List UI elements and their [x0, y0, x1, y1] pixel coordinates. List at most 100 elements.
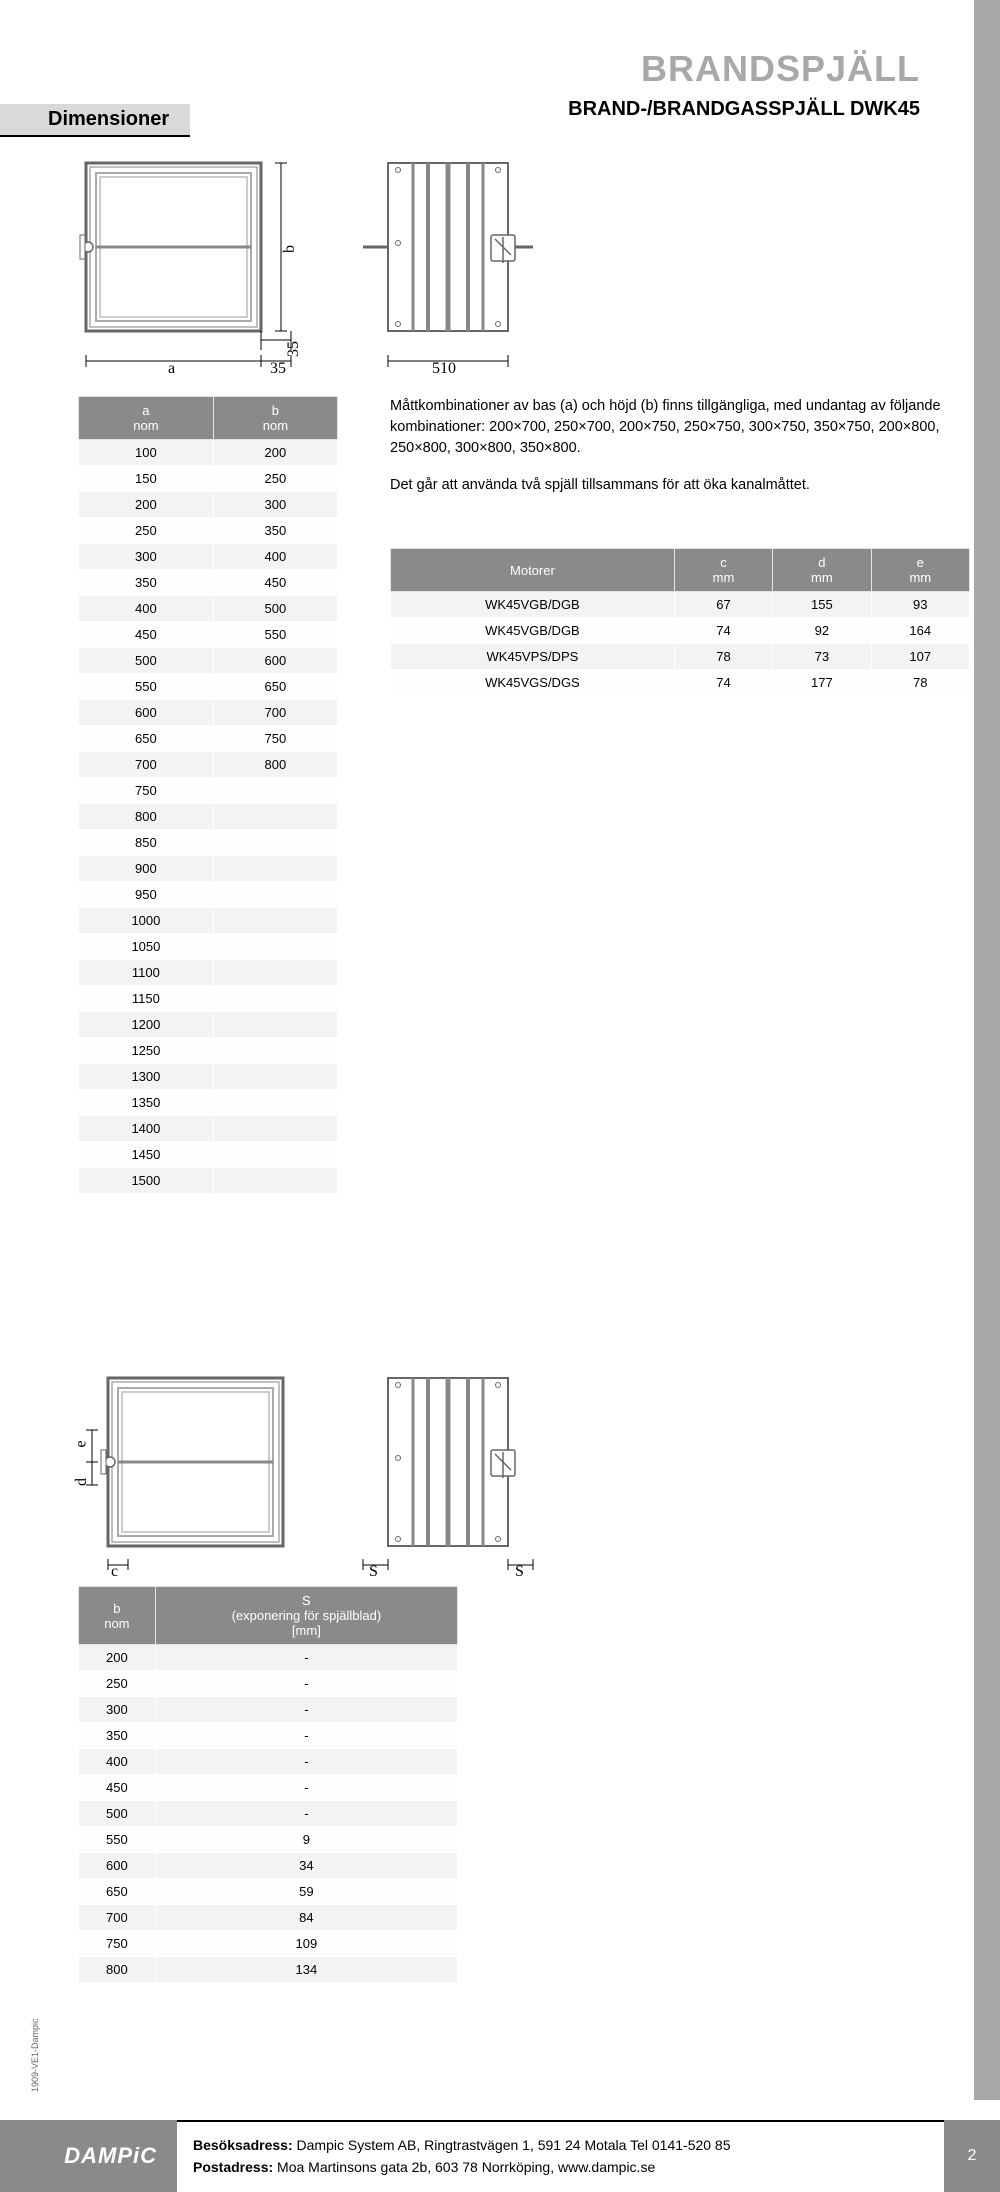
table-cell: 84	[155, 1905, 457, 1931]
table-cell: 350	[79, 570, 214, 596]
table-cell: 109	[155, 1931, 457, 1957]
table-header: dmm	[773, 549, 871, 592]
table-cell: 164	[871, 618, 969, 644]
footer: DAMPiC Besöksadress: Dampic System AB, R…	[0, 2120, 1000, 2192]
dim-label-S1: S	[369, 1563, 378, 1581]
table-cell	[213, 908, 337, 934]
table-header: Motorer	[391, 549, 675, 592]
table-cell	[213, 778, 337, 804]
table-cell: 650	[79, 726, 214, 752]
table-header: bnom	[213, 397, 337, 440]
table-cell: 1200	[79, 1012, 214, 1038]
dim-label-35b: 35	[285, 341, 303, 357]
table-row: 150250	[79, 466, 338, 492]
table-cell: 250	[213, 466, 337, 492]
table-row: WK45VPS/DPS7873107	[391, 644, 970, 670]
table-cell: 550	[213, 622, 337, 648]
table-row: 750	[79, 778, 338, 804]
table-cell: -	[155, 1723, 457, 1749]
table-header: cmm	[674, 549, 772, 592]
table-row: 1200	[79, 1012, 338, 1038]
table-cell: 600	[213, 648, 337, 674]
dim-label-510: 510	[432, 360, 456, 378]
table-cell: 650	[79, 1879, 156, 1905]
table-row: 350450	[79, 570, 338, 596]
table-cell: 74	[674, 618, 772, 644]
table-cell	[213, 1038, 337, 1064]
table-cell: 1150	[79, 986, 214, 1012]
table-row: 1050	[79, 934, 338, 960]
table-cell	[213, 1090, 337, 1116]
table-row: 850	[79, 830, 338, 856]
table-row: 1150	[79, 986, 338, 1012]
table-cell: 1450	[79, 1142, 214, 1168]
table-cell: 1400	[79, 1116, 214, 1142]
table-cell: 600	[79, 700, 214, 726]
table-row: 500600	[79, 648, 338, 674]
table-row: 750109	[79, 1931, 458, 1957]
table-cell: -	[155, 1801, 457, 1827]
table-cell: 92	[773, 618, 871, 644]
table-cell: 750	[79, 778, 214, 804]
dim-label-c: c	[111, 1563, 118, 1581]
table-cell: 400	[213, 544, 337, 570]
table-cell: -	[155, 1749, 457, 1775]
table-cell: 1300	[79, 1064, 214, 1090]
table-cell: 300	[79, 1697, 156, 1723]
diagram-side-view	[343, 155, 553, 373]
table-row: 100200	[79, 440, 338, 466]
table-cell: 134	[155, 1957, 457, 1983]
table-cell: 73	[773, 644, 871, 670]
table-cell	[213, 882, 337, 908]
dim-label-S2: S	[515, 1563, 524, 1581]
table-row: 300-	[79, 1697, 458, 1723]
table-row: 400500	[79, 596, 338, 622]
table-row: 1100	[79, 960, 338, 986]
table-cell: 800	[79, 1957, 156, 1983]
text-p1: Måttkombinationer av bas (a) och höjd (b…	[390, 396, 960, 459]
table-cell: 500	[213, 596, 337, 622]
table-cell: 1100	[79, 960, 214, 986]
table-cell	[213, 1064, 337, 1090]
table-row: 60034	[79, 1853, 458, 1879]
table-cell: 400	[79, 1749, 156, 1775]
table-cell: 1250	[79, 1038, 214, 1064]
table-cell: 350	[213, 518, 337, 544]
diagram-front-view	[78, 155, 293, 373]
table-cell	[213, 1142, 337, 1168]
table-motors: MotorercmmdmmemmWK45VGB/DGB6715593WK45VG…	[390, 548, 970, 696]
table-row: 800	[79, 804, 338, 830]
table-cell: 59	[155, 1879, 457, 1905]
page-number: 2	[944, 2120, 1000, 2192]
table-cell	[213, 934, 337, 960]
table-cell: 600	[79, 1853, 156, 1879]
table-row: 500-	[79, 1801, 458, 1827]
table-cell: -	[155, 1671, 457, 1697]
table-cell	[213, 830, 337, 856]
table-cell: 450	[79, 622, 214, 648]
table-cell: 200	[213, 440, 337, 466]
table-cell: 67	[674, 592, 772, 618]
table-row: 600700	[79, 700, 338, 726]
table-cell: 177	[773, 670, 871, 696]
table-cell: 107	[871, 644, 969, 670]
table-row: 900	[79, 856, 338, 882]
table-cell: 700	[213, 700, 337, 726]
footer-line1: Dampic System AB, Ringtrastvägen 1, 591 …	[293, 2137, 731, 2153]
table-cell	[213, 856, 337, 882]
table-row: 200300	[79, 492, 338, 518]
table-row: 1450	[79, 1142, 338, 1168]
table-cell: 900	[79, 856, 214, 882]
description-text: Måttkombinationer av bas (a) och höjd (b…	[390, 396, 960, 496]
table-cell: 1050	[79, 934, 214, 960]
table-row: 300400	[79, 544, 338, 570]
table-cell: 300	[79, 544, 214, 570]
diagram-row-2: e d c S S	[78, 1370, 553, 1570]
table-cell: 750	[79, 1931, 156, 1957]
table-row: 450-	[79, 1775, 458, 1801]
table-ab: anombnom10020015025020030025035030040035…	[78, 396, 338, 1194]
table-cell	[213, 804, 337, 830]
diagram-front-view-2	[78, 1370, 293, 1570]
footer-logo: DAMPiC	[0, 2120, 177, 2192]
table-row: 700800	[79, 752, 338, 778]
